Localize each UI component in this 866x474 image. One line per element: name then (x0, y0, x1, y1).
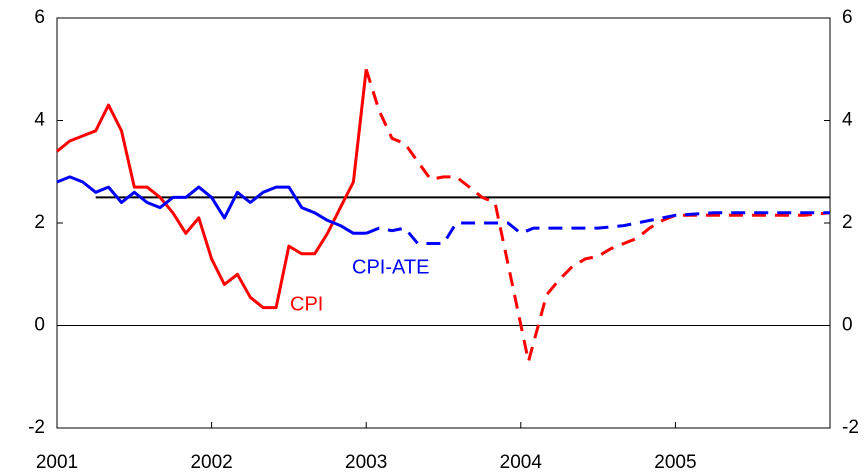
x-tick-label: 2005 (654, 452, 696, 473)
y2-tick-label: 6 (842, 7, 853, 28)
series-line (56, 175, 367, 235)
x-tick-label: 2001 (36, 452, 78, 473)
y2-tick-label: 0 (842, 315, 853, 336)
series-label: CPI (290, 293, 323, 315)
y-tick-label: -2 (28, 417, 45, 438)
y-tick-label: 2 (34, 212, 45, 233)
y-tick-label: 4 (34, 110, 45, 131)
plot-frame (56, 17, 831, 429)
series-line (365, 211, 830, 245)
x-tick-label: 2004 (500, 452, 543, 473)
series-line (364, 68, 831, 363)
y-tick-label: 0 (34, 315, 45, 336)
y2-tick-label: 2 (842, 212, 853, 233)
series-line (56, 69, 368, 310)
series-label: CPI-ATE (352, 256, 429, 278)
y-tick-label: 6 (34, 7, 45, 28)
x-tick-label: 2003 (345, 452, 387, 473)
y2-tick-label: -2 (842, 417, 859, 438)
x-tick-label: 2002 (190, 452, 232, 473)
y2-tick-label: 4 (842, 110, 853, 131)
